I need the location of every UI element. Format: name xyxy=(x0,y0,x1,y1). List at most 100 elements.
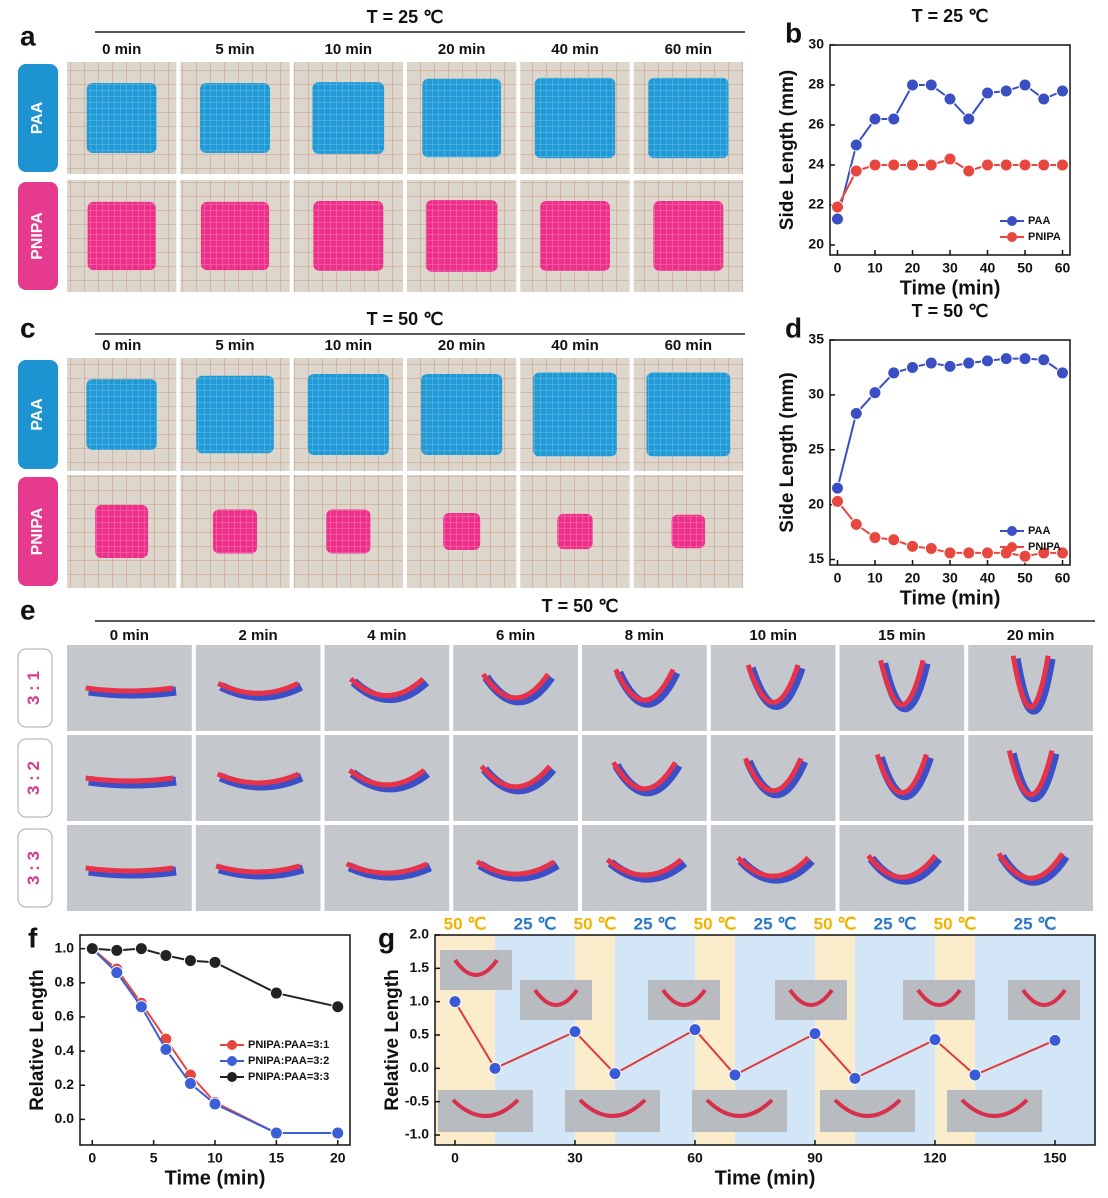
inset-photo xyxy=(903,980,975,1020)
y-tick-label: 20 xyxy=(808,236,824,252)
x-tick-label: 10 xyxy=(207,1150,223,1166)
panel-title: T = 50 ℃ xyxy=(367,309,444,329)
x-tick-label: 20 xyxy=(905,260,921,276)
data-point xyxy=(924,158,938,172)
data-point xyxy=(831,481,844,495)
x-tick-label: 10 xyxy=(867,570,883,586)
data-point xyxy=(134,1000,148,1014)
data-point xyxy=(269,986,283,1000)
sample-mesh xyxy=(671,514,706,549)
legend-marker xyxy=(1007,232,1017,242)
data-point xyxy=(1048,1033,1062,1047)
x-axis-label: Time (min) xyxy=(715,1167,816,1189)
data-point xyxy=(728,1068,742,1082)
photo xyxy=(453,735,578,821)
data-point xyxy=(85,942,99,956)
data-point xyxy=(808,1027,822,1041)
data-point xyxy=(868,112,882,126)
data-point xyxy=(1056,158,1069,172)
y-tick-label: 22 xyxy=(808,196,824,212)
time-label: 0 min xyxy=(102,41,141,58)
strip-blue xyxy=(88,776,177,789)
row-label: 3 : 1 xyxy=(24,671,43,705)
data-point xyxy=(331,1000,345,1014)
time-label: 0 min xyxy=(102,337,141,354)
phase-label: 50 ℃ xyxy=(574,914,617,933)
data-point xyxy=(962,546,976,560)
data-point xyxy=(331,1126,345,1140)
inset-strip xyxy=(960,1098,1029,1118)
phase-label: 25 ℃ xyxy=(514,914,557,933)
data-point xyxy=(999,158,1013,172)
y-tick-label: 30 xyxy=(808,36,824,52)
data-point xyxy=(1037,158,1051,172)
row-label: PAA xyxy=(29,101,46,134)
strip-blue xyxy=(88,866,177,879)
row-tab xyxy=(18,182,58,290)
photo xyxy=(710,645,836,731)
panel-label: f xyxy=(28,922,38,953)
x-tick-label: 60 xyxy=(1055,570,1071,586)
strip-red xyxy=(85,775,174,784)
sample-mesh xyxy=(540,201,610,271)
row-label: PNIPA xyxy=(29,507,46,555)
x-tick-label: 150 xyxy=(1043,1150,1067,1166)
data-point xyxy=(906,78,919,92)
strip-red xyxy=(345,861,429,876)
row-label-text: 3 : 3 xyxy=(24,851,43,885)
phase-label: 50 ℃ xyxy=(444,914,487,933)
x-tick-label: 120 xyxy=(923,1150,947,1166)
x-tick-label: 50 xyxy=(1017,260,1033,276)
legend-label: PNIPA:PAA=3:3 xyxy=(248,1071,329,1083)
data-point xyxy=(1018,158,1032,172)
panel-label: a xyxy=(20,20,36,51)
x-tick-label: 40 xyxy=(980,570,996,586)
y-tick-label: 35 xyxy=(808,331,824,347)
data-point xyxy=(1037,353,1051,367)
data-point xyxy=(183,1077,197,1091)
inset-strip xyxy=(916,988,962,1007)
legend-label: PAA xyxy=(1028,215,1050,227)
sample-mesh xyxy=(312,82,385,154)
y-tick-label: 15 xyxy=(808,550,824,566)
series-line xyxy=(91,947,338,1135)
data-point xyxy=(1018,78,1032,92)
time-label: 60 min xyxy=(665,337,713,354)
data-point xyxy=(1018,352,1032,366)
y-tick-label: 0.0 xyxy=(410,1059,430,1075)
row-label: PAA xyxy=(29,398,46,431)
inset-strip xyxy=(533,988,579,1007)
data-point xyxy=(943,359,957,373)
strip-red xyxy=(745,664,801,705)
data-point xyxy=(887,158,901,172)
sample-mesh xyxy=(307,373,389,456)
y-tick-label: 30 xyxy=(808,386,824,402)
x-tick-label: 60 xyxy=(687,1150,703,1166)
time-label: 20 min xyxy=(1007,627,1055,644)
strip-red xyxy=(878,659,926,708)
y-tick-label: 0.0 xyxy=(55,1110,75,1126)
panel-title: T = 50 ℃ xyxy=(542,596,619,616)
data-point xyxy=(924,542,938,556)
data-point xyxy=(849,164,863,178)
sample-mesh xyxy=(425,200,498,272)
inset-strip xyxy=(1021,988,1067,1007)
data-point xyxy=(1037,92,1051,106)
data-point xyxy=(906,539,919,553)
time-label: 4 min xyxy=(367,627,406,644)
data-point xyxy=(999,352,1013,366)
photo xyxy=(839,645,965,731)
legend-marker xyxy=(1007,542,1017,552)
y-tick-label: 28 xyxy=(808,76,824,92)
data-point xyxy=(183,954,197,968)
panel-label: e xyxy=(20,594,36,625)
row-label: PNIPA xyxy=(29,212,46,260)
strip-blue xyxy=(88,686,177,699)
x-axis-label: Time (min) xyxy=(900,277,1001,299)
legend-label: PNIPA xyxy=(1028,541,1061,553)
strip-red xyxy=(215,863,301,875)
y-axis-label: Side Length (mm) xyxy=(777,372,798,532)
time-label: 40 min xyxy=(551,337,599,354)
data-point xyxy=(608,1067,622,1081)
data-point xyxy=(906,158,919,172)
